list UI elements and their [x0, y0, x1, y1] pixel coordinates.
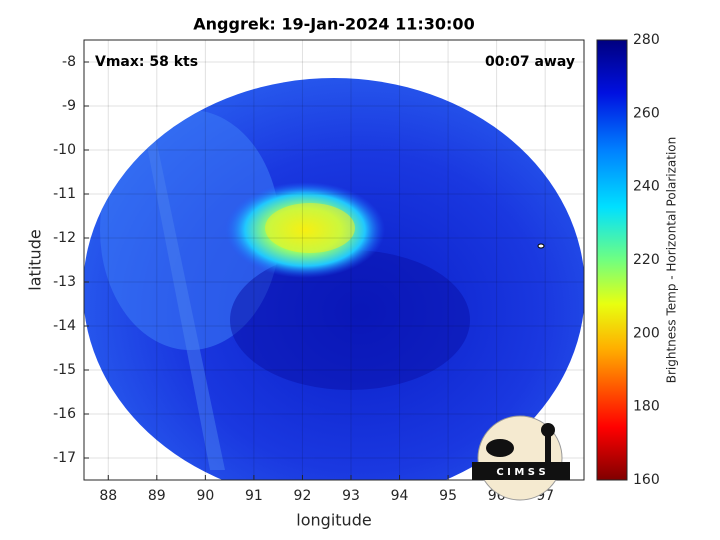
y-tick-label: -9	[62, 98, 76, 114]
annotation: 00:07 away	[485, 54, 575, 70]
x-tick-label: 88	[99, 488, 117, 504]
y-tick-label: -11	[53, 186, 76, 202]
x-tick-label: 89	[148, 488, 166, 504]
y-tick-label: -8	[62, 54, 76, 70]
annotation: Vmax: 58 kts	[95, 54, 198, 70]
x-tick-label: 90	[196, 488, 214, 504]
colorbar-tick-label: 260	[633, 105, 660, 121]
colorbar-tick-label: 180	[633, 399, 660, 415]
x-tick-label: 93	[342, 488, 360, 504]
title: Anggrek: 19-Jan-2024 11:30:00	[193, 15, 474, 34]
y-tick-label: -17	[53, 450, 76, 466]
y-tick-label: -14	[53, 318, 76, 334]
colorbar-label: Brightness Temp - Horizontal Polarizatio…	[665, 137, 679, 384]
y-tick-label: -15	[53, 362, 76, 378]
colorbar	[596, 39, 628, 481]
y-axis-label: latitude	[26, 229, 45, 290]
x-tick-label: 91	[245, 488, 263, 504]
y-tick-label: -10	[53, 142, 76, 158]
y-tick-label: -12	[53, 230, 76, 246]
logo: C I M S S	[472, 415, 570, 501]
x-tick-label: 92	[294, 488, 312, 504]
y-tick-label: -13	[53, 274, 76, 290]
imagery	[84, 78, 584, 480]
axes-box	[83, 39, 585, 481]
x-tick-label: 95	[439, 488, 457, 504]
x-tick-label: 94	[391, 488, 409, 504]
x-axis-label: longitude	[296, 511, 371, 530]
colorbar-tick-label: 220	[633, 252, 660, 268]
logo-text: C I M S S	[496, 467, 545, 478]
colorbar-tick-label: 160	[633, 472, 660, 488]
colorbar-tick-label: 280	[633, 32, 660, 48]
colorbar-tick-label: 240	[633, 179, 660, 195]
y-tick-label: -16	[53, 406, 76, 422]
colorbar-tick-label: 200	[633, 325, 660, 341]
